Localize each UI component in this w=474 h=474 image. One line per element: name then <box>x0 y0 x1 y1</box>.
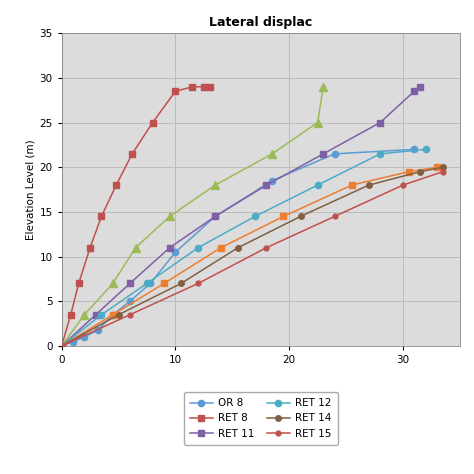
Y-axis label: Elevation Level (m): Elevation Level (m) <box>25 139 35 240</box>
Title: Lateral displac: Lateral displac <box>209 16 312 29</box>
Legend: OR 8, RET 8, RET 11, RET 12, RET 14, RET 15: OR 8, RET 8, RET 11, RET 12, RET 14, RET… <box>184 392 337 445</box>
